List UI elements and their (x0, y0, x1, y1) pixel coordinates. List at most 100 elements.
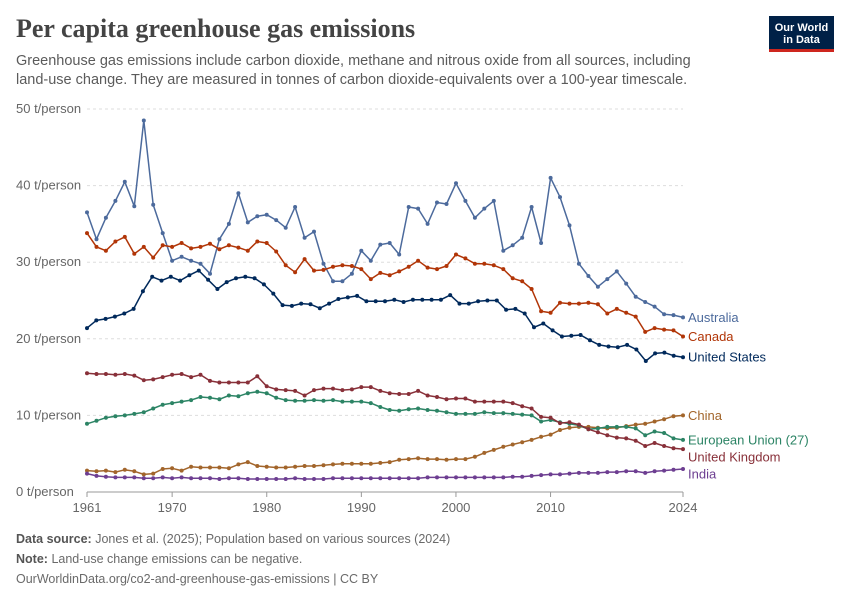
data-point-china (293, 464, 298, 469)
data-point-india (633, 469, 638, 474)
data-point-united-kingdom (198, 372, 203, 377)
data-point-united-kingdom (302, 393, 307, 398)
data-point-china (160, 467, 165, 471)
data-point-australia (567, 223, 572, 228)
data-point-united-states (94, 318, 99, 323)
source-url[interactable]: OurWorldinData.org/co2-and-greenhouse-ga… (16, 572, 379, 586)
data-point-india (643, 470, 648, 475)
data-point-united-states (355, 293, 360, 298)
data-point-european-union-27 (416, 406, 421, 411)
data-point-australia (113, 198, 118, 203)
data-point-european-union-27 (614, 424, 619, 429)
data-point-canada (113, 239, 118, 244)
series-australia (85, 118, 685, 320)
data-point-australia (312, 229, 316, 234)
series-line-united-kingdom (86, 372, 684, 450)
data-point-canada (151, 255, 156, 260)
data-point-united-kingdom (189, 375, 194, 380)
data-point-european-union-27 (132, 411, 137, 416)
data-point-european-union-27 (302, 398, 307, 403)
chart-subtitle: Greenhouse gas emissions include carbon … (16, 53, 691, 88)
data-point-united-states (532, 325, 536, 330)
data-point-united-kingdom (454, 396, 458, 401)
owid-logo[interactable]: Our World in Data (769, 16, 834, 52)
data-point-india (605, 470, 610, 475)
data-point-india (444, 475, 449, 480)
data-point-canada (510, 276, 515, 281)
data-point-china (652, 419, 657, 424)
data-point-australia (122, 179, 127, 184)
data-point-united-states (373, 299, 378, 304)
data-point-canada (586, 300, 591, 305)
data-point-china (510, 442, 515, 447)
data-point-european-union-27 (652, 429, 657, 434)
data-point-united-kingdom (652, 441, 657, 445)
data-point-australia (397, 252, 402, 257)
data-point-china (122, 467, 127, 472)
data-point-united-kingdom (293, 388, 298, 393)
data-point-canada (520, 279, 525, 284)
logo-line-1: Our World (774, 22, 829, 34)
data-point-united-kingdom (255, 374, 260, 379)
data-point-canada (529, 287, 534, 291)
data-point-european-union-27 (103, 415, 108, 420)
data-point-australia (501, 248, 506, 253)
data-point-canada (652, 326, 657, 331)
data-point-united-states (504, 307, 509, 312)
data-point-china (406, 457, 411, 462)
series-united-states (85, 268, 685, 363)
data-point-india (435, 475, 439, 480)
data-point-india (122, 475, 127, 480)
data-point-united-states (187, 273, 192, 278)
data-point-canada (226, 243, 231, 248)
series-canada (85, 231, 685, 339)
data-point-china (558, 428, 562, 432)
data-point-china (94, 469, 99, 474)
data-point-united-states (271, 291, 276, 296)
data-point-canada (255, 239, 260, 244)
data-point-united-kingdom (633, 438, 638, 443)
data-point-united-kingdom (85, 371, 89, 376)
data-point-european-union-27 (595, 426, 600, 431)
data-point-canada (189, 246, 194, 251)
data-point-united-kingdom (264, 384, 269, 389)
data-point-india (491, 475, 496, 480)
data-point-australia (245, 220, 250, 225)
data-point-china (189, 464, 194, 469)
data-point-canada (274, 249, 279, 254)
data-point-india (264, 477, 269, 481)
data-point-european-union-27 (179, 399, 184, 404)
data-point-united-kingdom (491, 399, 496, 404)
data-point-australia (226, 221, 231, 226)
data-point-australia (85, 210, 89, 215)
data-point-china (643, 421, 648, 426)
data-point-united-states (494, 298, 499, 303)
data-point-european-union-27 (264, 391, 269, 396)
data-point-china (359, 461, 364, 466)
series-line-canada (86, 232, 684, 338)
data-point-india (416, 476, 421, 481)
data-point-canada (122, 234, 127, 239)
data-point-european-union-27 (349, 399, 354, 404)
data-point-china (435, 457, 439, 462)
data-source-line: Data source: Jones et al. (2025); Popula… (16, 529, 450, 549)
data-point-australia (576, 261, 581, 266)
data-point-canada (425, 265, 430, 270)
data-point-canada (643, 329, 648, 334)
data-point-united-states (364, 299, 369, 304)
data-point-united-states (131, 306, 136, 311)
data-point-united-states (234, 276, 238, 281)
data-point-united-states (85, 326, 89, 331)
data-point-australia (671, 313, 676, 318)
data-point-india (529, 473, 534, 478)
data-point-united-states (438, 297, 443, 302)
data-point-china (463, 457, 468, 462)
data-point-china (662, 417, 667, 422)
data-point-european-union-27 (245, 391, 250, 396)
data-point-european-union-27 (122, 413, 127, 418)
data-point-india (85, 471, 89, 476)
data-point-china (170, 466, 175, 471)
data-point-european-union-27 (624, 424, 629, 429)
data-point-australia (198, 261, 203, 266)
data-point-australia (170, 258, 175, 263)
